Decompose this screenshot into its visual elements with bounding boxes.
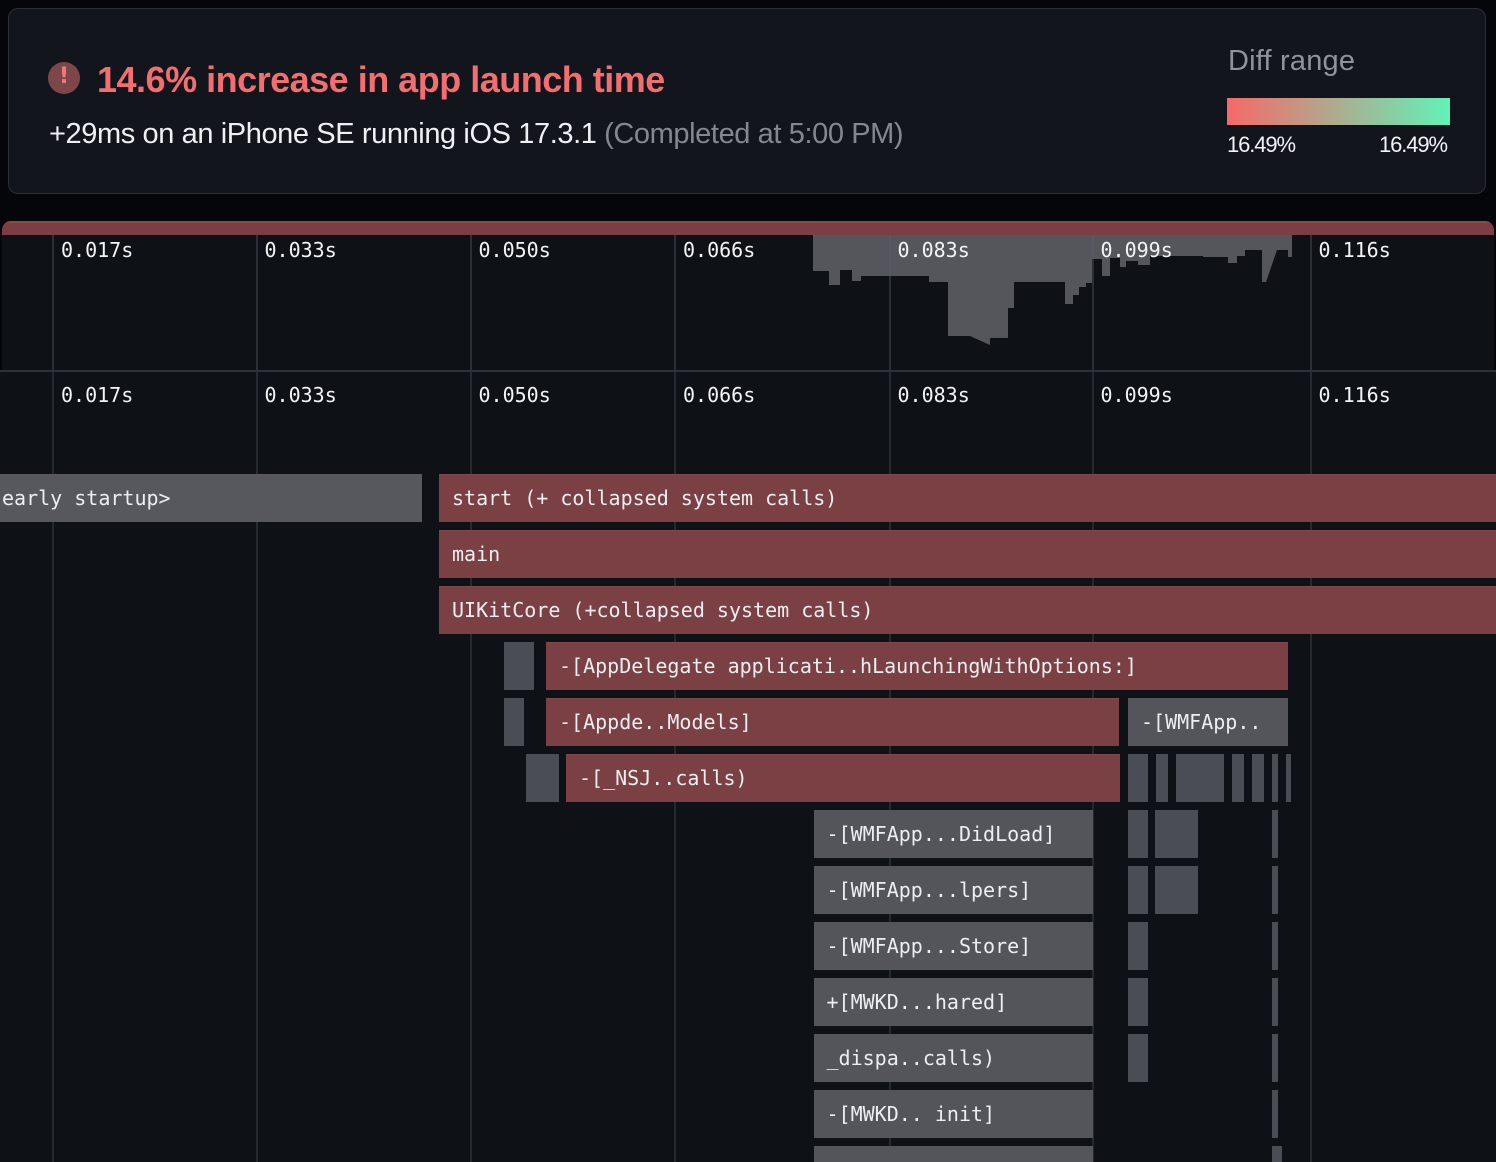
flame-frame-block[interactable] (813, 1146, 1093, 1162)
time-tick-label: 0.050s (478, 238, 551, 262)
flame-frame[interactable]: +[MWKD...hared] (813, 978, 1093, 1026)
flame-frame-label: -[Appde..Models] (559, 710, 752, 734)
time-tick-label: 0.099s (1100, 238, 1173, 262)
timeline-minimap[interactable]: 0.017s 0.033s 0.050s 0.066s 0.083s 0.099s 0.11… (2, 221, 1494, 370)
minimap-root-strip (2, 221, 1494, 235)
flame-frame-label: start (+ collapsed system calls) (452, 486, 838, 510)
page-title: 14.6% increase in app launch time (97, 59, 665, 100)
gridline-0.033s (255, 235, 258, 370)
flame-frame-block[interactable] (1252, 754, 1264, 802)
flame-frame-block[interactable] (1271, 810, 1279, 858)
gridline-0.099s (1091, 235, 1094, 370)
flame-frame-block[interactable] (1271, 866, 1279, 914)
gridline-0.033s (255, 372, 258, 1162)
flame-frame-block[interactable] (504, 698, 524, 746)
time-tick-label: 0.017s (61, 238, 134, 262)
diff-range-label: Diff range (1228, 45, 1356, 77)
flame-frame-block[interactable] (1271, 1034, 1279, 1082)
gridline-0.066s (674, 235, 676, 370)
flame-frame[interactable]: -[MWKD.. init] (813, 1090, 1093, 1138)
flame-frame-label: _dispa..calls) (826, 1046, 996, 1070)
flame-frame[interactable]: early startup> (0, 474, 422, 522)
flame-frame-block[interactable] (1128, 1034, 1148, 1082)
flame-frame-block[interactable] (1286, 754, 1291, 802)
flame-frame-label: early startup> (2, 486, 171, 510)
gridline-0.017s (52, 372, 54, 1162)
flame-frame-block[interactable] (1155, 810, 1198, 858)
flame-frame-block[interactable] (1176, 754, 1224, 802)
flame-frame[interactable]: _dispa..calls) (813, 1034, 1093, 1082)
flame-frame-block[interactable] (1128, 978, 1148, 1026)
time-tick-label: 0.017s (61, 383, 134, 407)
flame-frame-label: -[WMFApp...lpers] (826, 878, 1032, 902)
flame-frame-label: main (452, 542, 501, 566)
flame-frame-block[interactable] (1271, 1090, 1279, 1138)
flame-frame-label: UIKitCore (+collapsed system calls) (452, 598, 874, 622)
gridline-0.050s (469, 235, 472, 370)
flame-frame-block[interactable] (1128, 754, 1148, 802)
gridline-0.017s (52, 235, 54, 370)
flame-frame-block[interactable] (1155, 866, 1198, 914)
time-tick-label: 0.033s (264, 383, 337, 407)
flame-frame-block[interactable] (1128, 866, 1148, 914)
flame-frame-label: -[WMFApp.. (1141, 710, 1262, 734)
flame-frame[interactable]: -[WMFApp.. (1128, 698, 1288, 746)
gridline-0.116s (1309, 372, 1312, 1162)
minimap-depth-silhouette (813, 235, 1292, 345)
flame-graph[interactable]: 0.017s 0.033s 0.050s 0.066s 0.083s 0.099s 0.11… (0, 372, 1496, 1162)
flame-frame[interactable]: -[WMFApp...lpers] (813, 866, 1093, 914)
time-tick-label: 0.116s (1318, 383, 1391, 407)
flame-frame-block[interactable] (526, 754, 559, 802)
flame-frame-block[interactable] (1156, 754, 1168, 802)
flame-frame-label: -[MWKD.. init] (826, 1102, 996, 1126)
flame-frame-block[interactable] (504, 642, 534, 690)
time-tick-label: 0.033s (264, 238, 337, 262)
flame-frame-block[interactable] (1271, 978, 1279, 1026)
flame-frame[interactable]: -[AppDelegate applicati..hLaunchingWithO… (546, 642, 1288, 690)
flame-frame[interactable]: start (+ collapsed system calls) (439, 474, 1496, 522)
flame-frame-label: -[WMFApp...Store] (826, 934, 1032, 958)
panel-divider (0, 370, 1496, 372)
flame-frame-block[interactable] (1128, 810, 1148, 858)
flame-frame-label: -[AppDelegate applicati..hLaunchingWithO… (559, 654, 1137, 678)
gridline-0.050s (469, 372, 472, 1162)
flame-frame[interactable]: -[WMFApp...DidLoad] (813, 810, 1093, 858)
flame-frame-block[interactable] (1271, 1146, 1282, 1162)
warning-icon: ! (48, 62, 80, 94)
time-tick-label: 0.066s (683, 383, 756, 407)
flame-frame-label: +[MWKD...hared] (826, 990, 1008, 1014)
subtitle-completed-at: (Completed at 5:00 PM) (596, 118, 904, 150)
flame-frame-label: -[WMFApp...DidLoad] (826, 822, 1056, 846)
subtitle-device: +29ms on an iPhone SE running iOS 17.3.1 (49, 118, 597, 150)
flame-frame[interactable]: -[WMFApp...Store] (813, 922, 1093, 970)
time-tick-label: 0.099s (1100, 383, 1173, 407)
diff-range-gradient (1227, 98, 1450, 125)
flame-frame[interactable]: -[_NSJ..calls) (566, 754, 1120, 802)
flame-frame-label: -[_NSJ..calls) (579, 766, 748, 790)
time-tick-label: 0.083s (897, 383, 970, 407)
flame-frame[interactable]: main (439, 530, 1496, 578)
gridline-0.083s (888, 235, 891, 370)
time-tick-label: 0.116s (1318, 238, 1391, 262)
time-tick-label: 0.083s (897, 238, 970, 262)
flame-frame-block[interactable] (1271, 754, 1279, 802)
time-tick-label: 0.050s (478, 383, 551, 407)
diff-range-max: 16.49% (1378, 132, 1448, 157)
page-subtitle: +29ms on an iPhone SE running iOS 17.3.1… (49, 118, 904, 151)
flame-frame[interactable]: UIKitCore (+collapsed system calls) (439, 586, 1496, 634)
gridline-0.116s (1309, 235, 1312, 370)
flame-frame-block[interactable] (1271, 922, 1279, 970)
time-tick-label: 0.066s (683, 238, 756, 262)
flame-frame[interactable]: -[Appde..Models] (546, 698, 1119, 746)
flame-frame-block[interactable] (1128, 922, 1148, 970)
flame-frame-block[interactable] (1232, 754, 1244, 802)
diff-range-min: 16.49% (1227, 132, 1296, 157)
summary-card: ! 14.6% increase in app launch time +29m… (8, 8, 1486, 194)
